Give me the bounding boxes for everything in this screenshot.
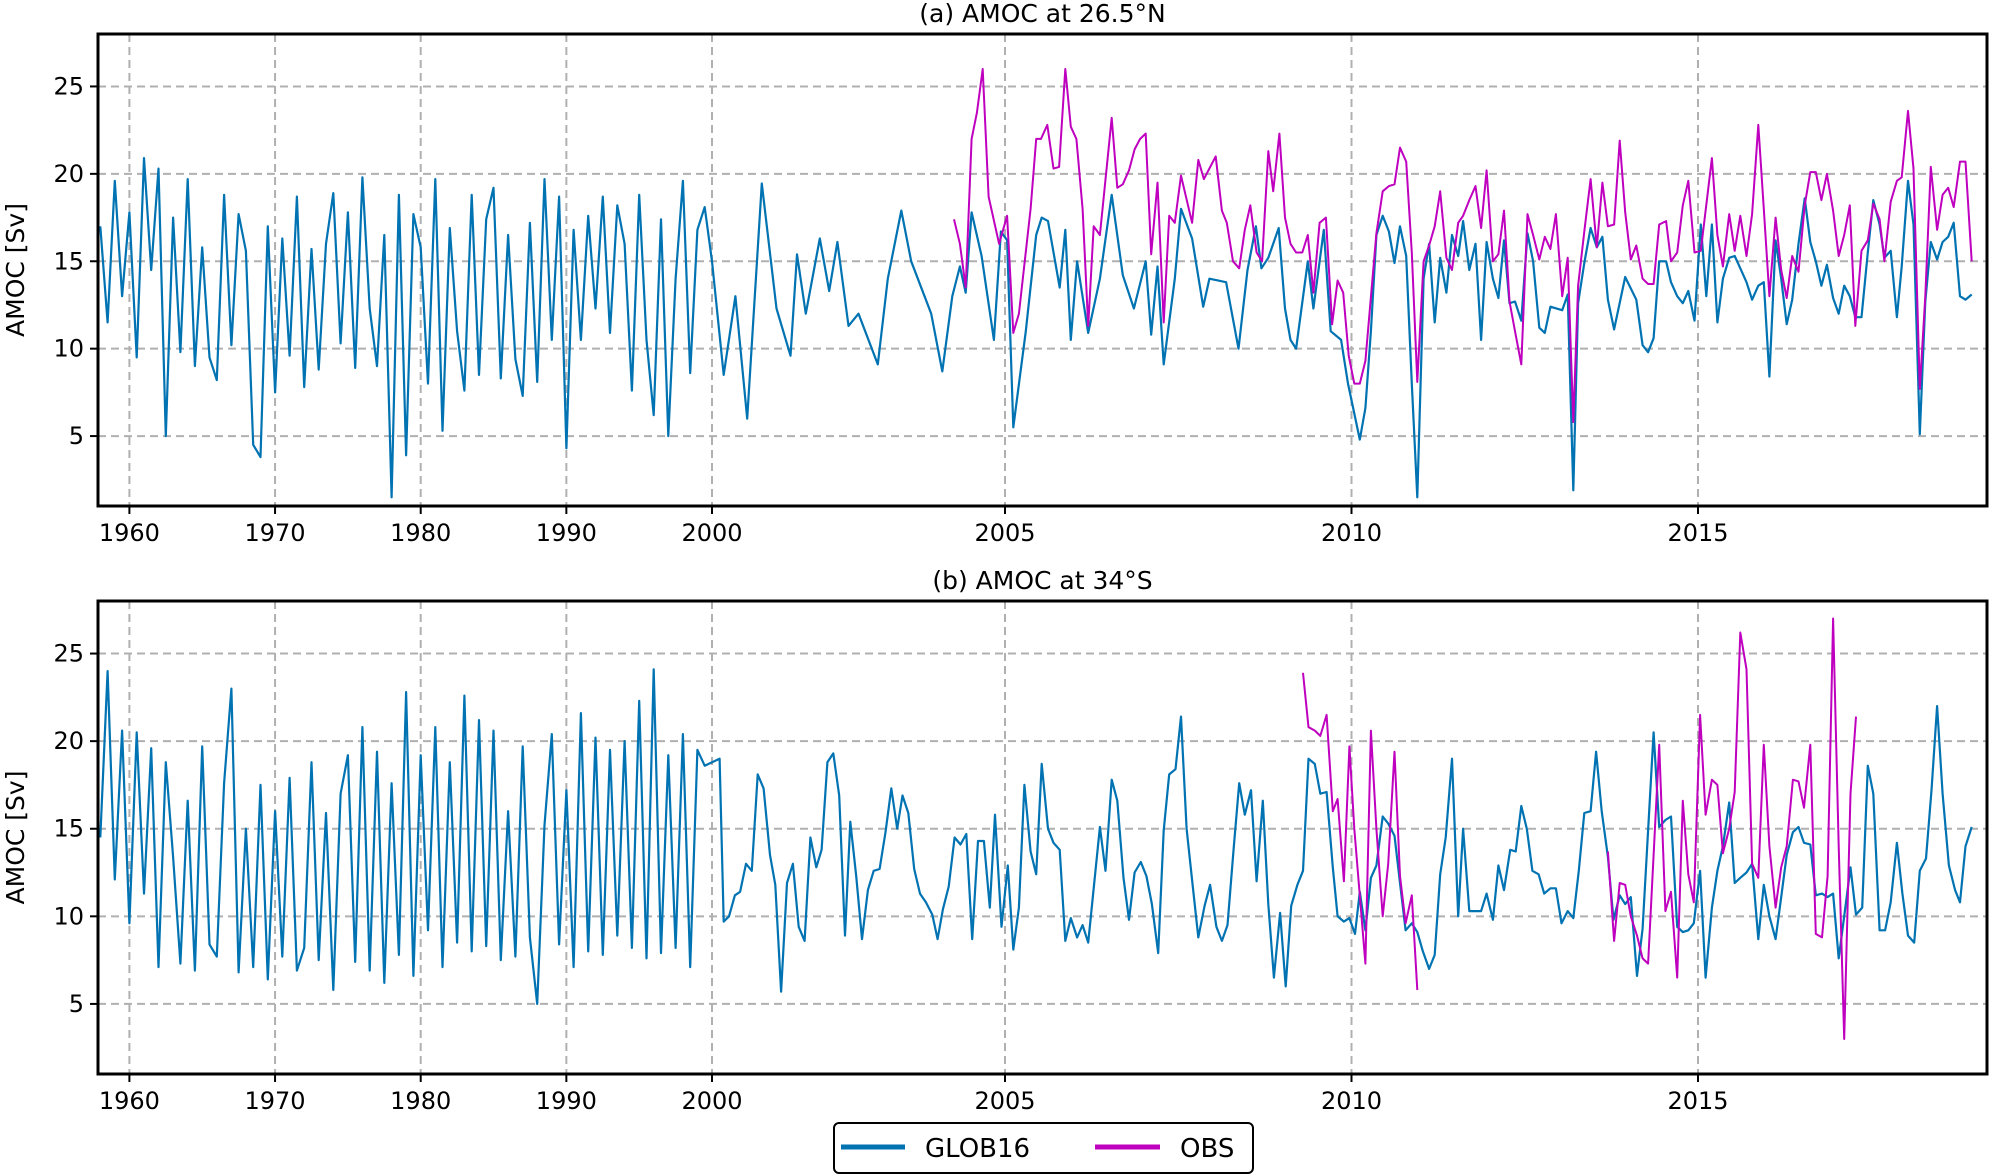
- axes-frame: [96, 32, 1989, 508]
- series-line-glob16: [99, 157, 1973, 499]
- y-tick-label: 15: [53, 247, 84, 275]
- series-group: [99, 617, 1973, 1040]
- panel-b: 1960 1970 1980 1990 2000 2005 2010 2015 5 10 15 20 2…: [1, 566, 1989, 1115]
- x-tick-label: 2010: [1321, 1087, 1382, 1115]
- y-tick-label: 5: [69, 990, 84, 1018]
- x-tick-label: 1970: [245, 519, 306, 547]
- x-tick-label: 2005: [974, 519, 1035, 547]
- series-group: [99, 68, 1973, 499]
- x-tick-label: 1990: [536, 519, 597, 547]
- y-tick-label: 25: [53, 640, 84, 668]
- x-tick-label: 1980: [390, 1087, 451, 1115]
- x-tick-label: 1960: [99, 1087, 160, 1115]
- y-tick-label: 15: [53, 815, 84, 843]
- x-tick-label: 2015: [1667, 1087, 1728, 1115]
- x-tick-label: 1970: [245, 1087, 306, 1115]
- x-tick-label: 2005: [974, 1087, 1035, 1115]
- legend-box: [833, 1122, 1254, 1174]
- series-line-glob16: [99, 668, 1973, 1005]
- legend-label-glob16: GLOB16: [925, 1134, 1030, 1164]
- x-tick-label: 1960: [99, 519, 160, 547]
- y-tick-label: 10: [53, 335, 84, 363]
- y-tick-label: 25: [53, 72, 84, 100]
- series-line-obs: [1606, 617, 1857, 1040]
- y-tick-label: 20: [53, 727, 84, 755]
- series-line-obs: [1302, 672, 1419, 990]
- x-tick-label: 2015: [1667, 519, 1728, 547]
- y-axis-label: AMOC [Sv]: [1, 203, 30, 337]
- y-tick-label: 5: [69, 422, 84, 450]
- x-tick-label: 2000: [681, 519, 742, 547]
- legend-label-obs: OBS: [1180, 1134, 1234, 1164]
- y-axis-label: AMOC [Sv]: [1, 771, 30, 905]
- x-tick-label: 2000: [681, 1087, 742, 1115]
- legend: GLOB16 OBS: [833, 1122, 1254, 1174]
- y-tick-label: 10: [53, 902, 84, 930]
- x-tick-label: 1990: [536, 1087, 597, 1115]
- x-tick-label: 2010: [1321, 519, 1382, 547]
- y-tick-label: 20: [53, 160, 84, 188]
- panel-a: 1960 1970 1980 1990 2000 2005 2010 2015 5 10 15 20 2…: [1, 0, 1989, 547]
- panel-title: (a) AMOC at 26.5°N: [919, 0, 1165, 28]
- panel-title: (b) AMOC at 34°S: [932, 566, 1152, 595]
- axes-frame: [96, 599, 1989, 1076]
- series-line-obs: [953, 68, 1973, 424]
- x-tick-label: 1980: [390, 519, 451, 547]
